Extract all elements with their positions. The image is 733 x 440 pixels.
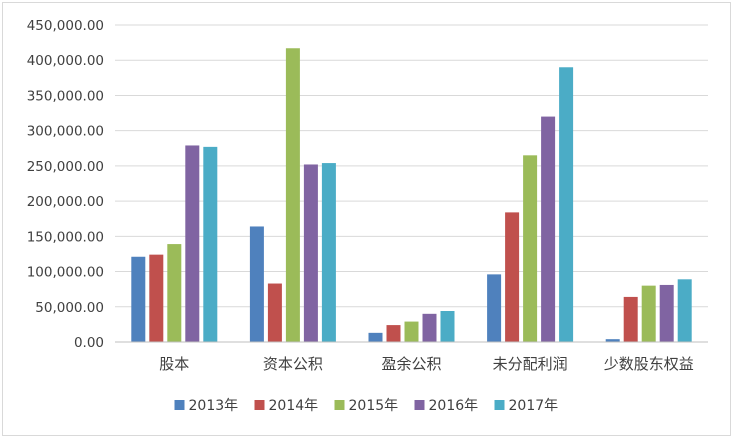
x-category-label: 股本: [159, 355, 189, 373]
bar: [623, 296, 638, 342]
bar: [368, 332, 383, 342]
legend: 2013年 2014年 2015年 2016年 2017年: [174, 398, 559, 414]
bar: [131, 256, 146, 342]
x-axis-category-labels: 股本 资本公积 盈余公积 未分配利润 少数股东权益: [159, 355, 693, 373]
y-tick-label: 150,000.00: [27, 229, 104, 245]
bar: [659, 284, 674, 342]
bar: [404, 321, 419, 342]
bar: [303, 164, 318, 342]
bar: [267, 283, 282, 342]
legend-label: 2016年: [429, 398, 479, 414]
bar: [422, 313, 437, 342]
legend-swatch: [494, 400, 505, 410]
bar: [677, 279, 692, 342]
bars: [131, 48, 692, 343]
bar: [249, 226, 264, 342]
bar: [321, 163, 336, 342]
x-category-label: 未分配利润: [493, 355, 568, 373]
y-tick-label: 450,000.00: [27, 18, 104, 34]
legend-swatch: [254, 400, 265, 410]
y-tick-label: 300,000.00: [27, 124, 104, 140]
bar: [167, 244, 182, 342]
bar: [386, 325, 401, 342]
x-category-label: 盈余公积: [381, 355, 441, 373]
bar: [541, 116, 556, 342]
y-tick-label: 350,000.00: [27, 88, 104, 104]
legend-label: 2014年: [269, 398, 319, 414]
bar: [605, 339, 620, 342]
y-tick-label: 0.00: [74, 335, 104, 351]
y-tick-label: 50,000.00: [35, 300, 104, 316]
bar: [285, 48, 300, 342]
legend-label: 2017年: [509, 398, 559, 414]
x-category-label: 少数股东权益: [604, 355, 694, 373]
legend-swatch: [334, 400, 345, 410]
legend-label: 2015年: [349, 398, 399, 414]
bar: [487, 274, 502, 342]
bar: [523, 155, 538, 342]
y-tick-label: 400,000.00: [27, 53, 104, 69]
y-axis-tick-labels: 0.00 50,000.00 100,000.00 150,000.00 200,000…: [27, 18, 104, 351]
bar: [505, 212, 520, 342]
bar: [440, 311, 455, 342]
bar: [149, 254, 164, 342]
y-tick-label: 250,000.00: [27, 159, 104, 175]
legend-label: 2013年: [189, 398, 239, 414]
bar: [203, 146, 218, 342]
x-category-label: 资本公积: [263, 355, 323, 373]
y-tick-label: 200,000.00: [27, 194, 104, 210]
bar: [559, 67, 574, 343]
bar: [185, 145, 200, 342]
legend-swatch: [174, 400, 185, 410]
bar: [641, 285, 656, 342]
legend-swatch: [414, 400, 425, 410]
y-tick-label: 100,000.00: [27, 265, 104, 281]
